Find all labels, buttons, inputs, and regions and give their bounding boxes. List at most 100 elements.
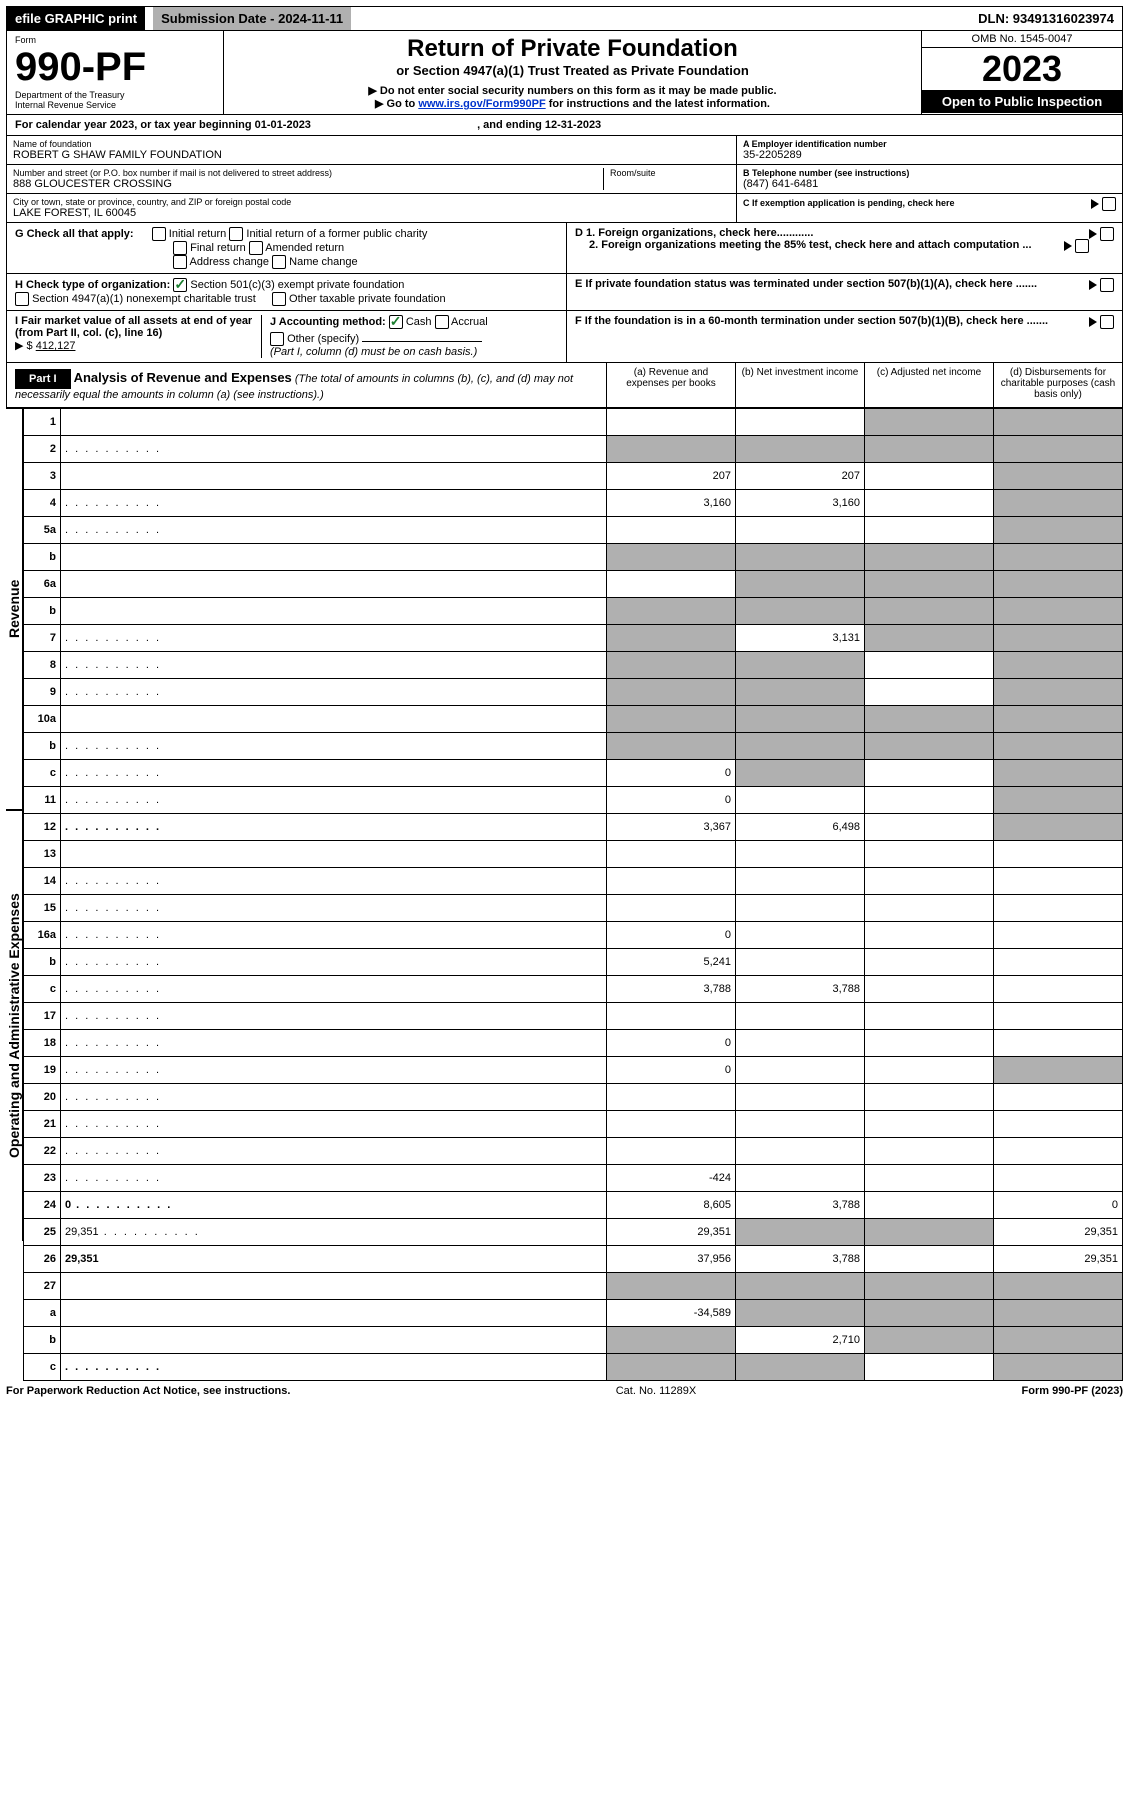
- part1-header: Part I Analysis of Revenue and Expenses …: [6, 363, 1123, 408]
- j-other[interactable]: Other (specify): [270, 333, 359, 345]
- form-subtitle: or Section 4947(a)(1) Trust Treated as P…: [236, 63, 909, 78]
- table-row: 10a: [24, 706, 1123, 733]
- cell-value: 2,710: [736, 1327, 865, 1354]
- f-checkbox[interactable]: [1100, 315, 1114, 329]
- g-addrchg[interactable]: Address change: [173, 256, 269, 268]
- room-label: Room/suite: [610, 168, 730, 178]
- d2-checkbox[interactable]: [1075, 239, 1089, 253]
- table-row: 190: [24, 1057, 1123, 1084]
- cell-value: 207: [607, 463, 736, 490]
- line-no: 9: [24, 679, 61, 706]
- line-desc: [61, 1300, 607, 1327]
- g-initial[interactable]: Initial return: [152, 228, 227, 240]
- line-desc: [61, 868, 607, 895]
- cell-value: [865, 1219, 994, 1246]
- expenses-sidelabel: Operating and Administrative Expenses: [6, 810, 23, 1241]
- cell-value: [994, 733, 1123, 760]
- submission-date: Submission Date - 2024-11-11: [153, 7, 351, 30]
- table-row: 27: [24, 1273, 1123, 1300]
- line-desc: [61, 841, 607, 868]
- cell-value: [865, 922, 994, 949]
- cell-value: [607, 841, 736, 868]
- j-cash[interactable]: Cash: [389, 316, 432, 328]
- h-other[interactable]: Other taxable private foundation: [272, 293, 446, 305]
- c-checkbox[interactable]: [1102, 197, 1116, 211]
- cell-value: 0: [994, 1192, 1123, 1219]
- form-title: Return of Private Foundation: [236, 35, 909, 63]
- cell-value: [736, 571, 865, 598]
- cell-value: 0: [607, 1057, 736, 1084]
- cell-value: [865, 1300, 994, 1327]
- cell-value: [607, 1327, 736, 1354]
- cell-value: [736, 895, 865, 922]
- efile-label[interactable]: efile GRAPHIC print: [7, 7, 145, 30]
- line-no: 14: [24, 868, 61, 895]
- table-row: 2408,6053,7880: [24, 1192, 1123, 1219]
- d2-label: 2. Foreign organizations meeting the 85%…: [589, 239, 1032, 251]
- cell-value: [994, 814, 1123, 841]
- cell-value: [736, 1057, 865, 1084]
- cell-value: [994, 571, 1123, 598]
- calendar-year-line: For calendar year 2023, or tax year begi…: [6, 115, 1123, 136]
- cell-value: [994, 625, 1123, 652]
- dept-treasury: Department of the Treasury: [15, 90, 215, 100]
- cell-value: [865, 1030, 994, 1057]
- j-accrual[interactable]: Accrual: [435, 316, 488, 328]
- table-row: 16a0: [24, 922, 1123, 949]
- cell-value: [994, 1354, 1123, 1381]
- cell-value: [736, 1354, 865, 1381]
- line-no: 2: [24, 436, 61, 463]
- g-final[interactable]: Final return: [173, 242, 246, 254]
- line-desc: [61, 598, 607, 625]
- table-row: 2529,35129,35129,351: [24, 1219, 1123, 1246]
- cell-value: -34,589: [607, 1300, 736, 1327]
- arrow-icon: [1089, 229, 1097, 239]
- table-row: b5,241: [24, 949, 1123, 976]
- line-no: 5a: [24, 517, 61, 544]
- cell-value: 3,788: [736, 1246, 865, 1273]
- city-value: LAKE FOREST, IL 60045: [13, 207, 730, 219]
- line-no: 23: [24, 1165, 61, 1192]
- cell-value: [865, 1327, 994, 1354]
- arrow-icon: [1091, 199, 1099, 209]
- h-501c3[interactable]: Section 501(c)(3) exempt private foundat…: [173, 279, 404, 291]
- cell-value: [994, 463, 1123, 490]
- g-namechg[interactable]: Name change: [272, 256, 358, 268]
- cell-value: 29,351: [607, 1219, 736, 1246]
- table-row: 1: [24, 409, 1123, 436]
- goto-post: for instructions and the latest informat…: [546, 98, 770, 110]
- cell-value: [865, 1111, 994, 1138]
- cell-value: [994, 1327, 1123, 1354]
- cell-value: [865, 679, 994, 706]
- col-c-header: (c) Adjusted net income: [864, 363, 993, 407]
- cell-value: [607, 1111, 736, 1138]
- cell-value: [607, 679, 736, 706]
- cell-value: [865, 1084, 994, 1111]
- g-amended[interactable]: Amended return: [249, 242, 344, 254]
- cell-value: [736, 1219, 865, 1246]
- g-initial-former[interactable]: Initial return of a former public charit…: [229, 228, 427, 240]
- cell-value: [736, 1084, 865, 1111]
- h-4947[interactable]: Section 4947(a)(1) nonexempt charitable …: [15, 293, 256, 305]
- line-desc: 0: [61, 1192, 607, 1219]
- e-checkbox[interactable]: [1100, 278, 1114, 292]
- cell-value: [865, 949, 994, 976]
- table-row: b: [24, 598, 1123, 625]
- line-desc: [61, 436, 607, 463]
- d1-checkbox[interactable]: [1100, 227, 1114, 241]
- line-desc: 29,351: [61, 1219, 607, 1246]
- j-note: (Part I, column (d) must be on cash basi…: [270, 346, 477, 358]
- line-desc: [61, 706, 607, 733]
- cell-value: [736, 787, 865, 814]
- cell-value: [865, 976, 994, 1003]
- cell-value: [865, 571, 994, 598]
- cell-value: [865, 544, 994, 571]
- irs-link[interactable]: www.irs.gov/Form990PF: [418, 98, 545, 110]
- cell-value: [736, 544, 865, 571]
- line-desc: [61, 922, 607, 949]
- cell-value: [994, 922, 1123, 949]
- cell-value: [994, 760, 1123, 787]
- cell-value: 0: [607, 760, 736, 787]
- line-no: 22: [24, 1138, 61, 1165]
- line-desc: [61, 1354, 607, 1381]
